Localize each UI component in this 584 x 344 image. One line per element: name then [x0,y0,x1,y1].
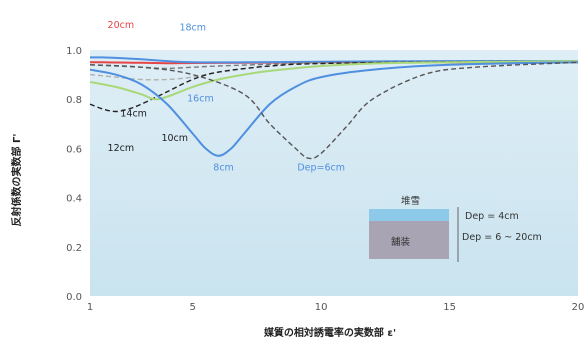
y-tick-label: 1.0 [66,46,82,57]
ticks: 1 5 10 15 200.00.20.40.60.81.0 [66,46,584,313]
inset-bottom-label: 舗装 [391,236,411,248]
series-label: 12cm [108,143,135,154]
x-tick-label: 10 [315,302,328,313]
series-label: 10cm [161,133,188,144]
plot-area [90,50,578,296]
layer-inset: 堆雪 舗装 Dep = 4cm Dep = 6 ~ 20cm [369,196,542,262]
inset-top-layer [369,209,449,221]
x-axis-title: 媒質の相対誘電率の実数部 ε' [263,326,396,339]
series-label: Dep=6cm [297,163,345,174]
series-group [89,56,579,160]
inset-bottom-layer [369,221,449,259]
x-tick-label: 1 [87,302,93,313]
series-label: 14cm [120,108,147,119]
y-tick-label: 0.6 [66,144,82,155]
x-tick-label: 20 [572,302,584,313]
inset-top-depth: Dep = 4cm [465,211,519,222]
y-axis-title: 反射係数の実数部 Γ' [10,134,23,227]
y-tick-label: 0.2 [66,243,82,254]
series-line-dep-6cm [89,61,579,160]
series-label: 16cm [187,94,214,105]
x-tick-label: 15 [443,302,456,313]
series-line-8cm [89,61,579,157]
series-labels: 20cm 18cm 16cm 14cm 12cm 10cm 8cm Dep=6cm [108,20,345,174]
series-label: 20cm [108,20,135,31]
series-label: 18cm [179,22,206,33]
y-tick-label: 0.8 [66,95,82,106]
x-tick-label: 5 [190,302,196,313]
y-tick-label: 0.0 [66,292,82,303]
inset-top-label: 堆雪 [401,196,420,207]
y-tick-label: 0.4 [66,194,82,205]
series-label: 8cm [213,163,234,174]
inset-bottom-depth: Dep = 6 ~ 20cm [462,232,542,243]
series-line-10cm [89,60,579,101]
series-line-18cm [89,56,579,64]
